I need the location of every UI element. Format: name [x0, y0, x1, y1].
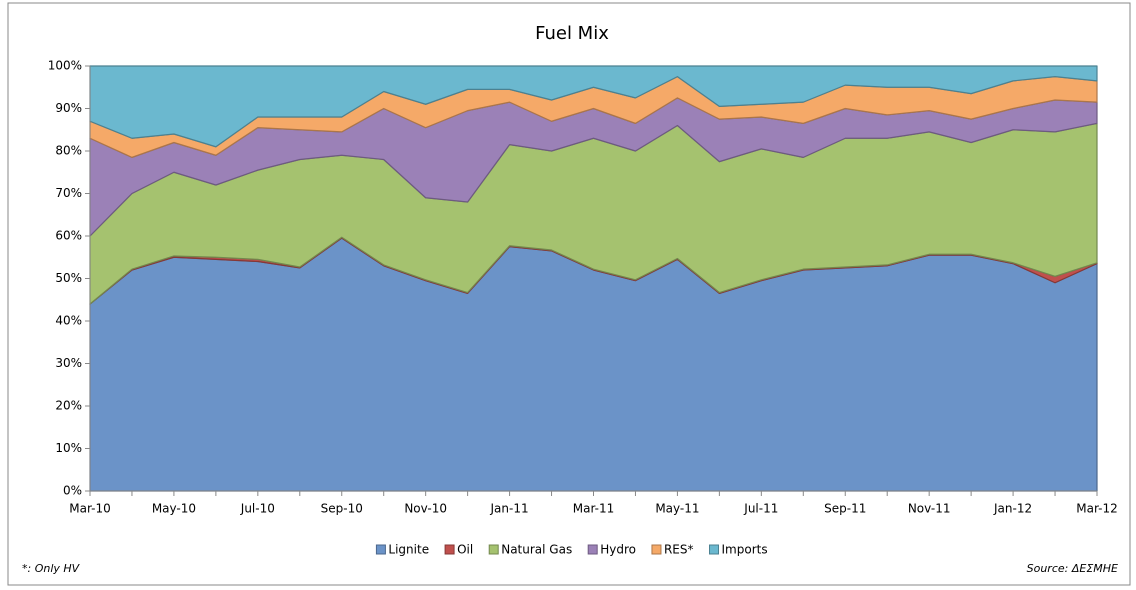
- y-tick-label: 90%: [55, 101, 82, 115]
- x-tick-label: Mar-12: [1076, 502, 1117, 516]
- y-tick-label: 0%: [63, 484, 82, 498]
- legend: Lignite Oil Natural Gas Hydro RES* Imports: [375, 543, 768, 557]
- legend-swatch: [651, 544, 662, 555]
- y-tick-label: 40%: [55, 314, 82, 328]
- x-tick-label: Nov-11: [908, 502, 951, 516]
- area: [89, 237, 1098, 492]
- x-tick-label: May-10: [152, 502, 196, 516]
- y-tick-label: 60%: [55, 229, 82, 243]
- y-tick-label: 30%: [55, 356, 82, 370]
- x-tick-label: Jan-11: [490, 502, 529, 516]
- area: [89, 65, 1098, 148]
- chart-title: Fuel Mix: [535, 23, 609, 44]
- x-tick-label: Sep-11: [824, 502, 866, 516]
- x-tick-label: Mar-11: [573, 502, 614, 516]
- x-tick-label: Jul-11: [743, 502, 778, 516]
- x-tick-label: Mar-10: [69, 502, 110, 516]
- y-tick-label: 80%: [55, 144, 82, 158]
- y-tick-label: 50%: [55, 271, 82, 285]
- y-tick-label: 10%: [55, 441, 82, 455]
- legend-label: Imports: [722, 543, 768, 557]
- legend-swatch: [488, 544, 499, 555]
- y-tick-label: 70%: [55, 186, 82, 200]
- footnote: *: Only HV: [22, 562, 81, 575]
- legend-label: RES*: [664, 543, 694, 557]
- legend-swatch: [444, 544, 455, 555]
- legend-label: Oil: [457, 543, 473, 557]
- legend-label: Hydro: [600, 543, 636, 557]
- legend-swatch: [375, 544, 386, 555]
- y-tick-label: 20%: [55, 399, 82, 413]
- x-tick-label: May-11: [655, 502, 699, 516]
- x-tick-label: Jan-12: [993, 502, 1032, 516]
- x-tick-label: Jul-10: [240, 502, 275, 516]
- legend-label: Natural Gas: [501, 543, 572, 557]
- legend-swatch: [587, 544, 598, 555]
- source-note: Source: ΔΕΣΜΗΕ: [1027, 562, 1118, 575]
- x-tick-label: Nov-10: [404, 502, 447, 516]
- y-tick-label: 100%: [48, 59, 82, 73]
- legend-label: Lignite: [388, 543, 429, 557]
- legend-swatch: [709, 544, 720, 555]
- x-tick-label: Sep-10: [321, 502, 363, 516]
